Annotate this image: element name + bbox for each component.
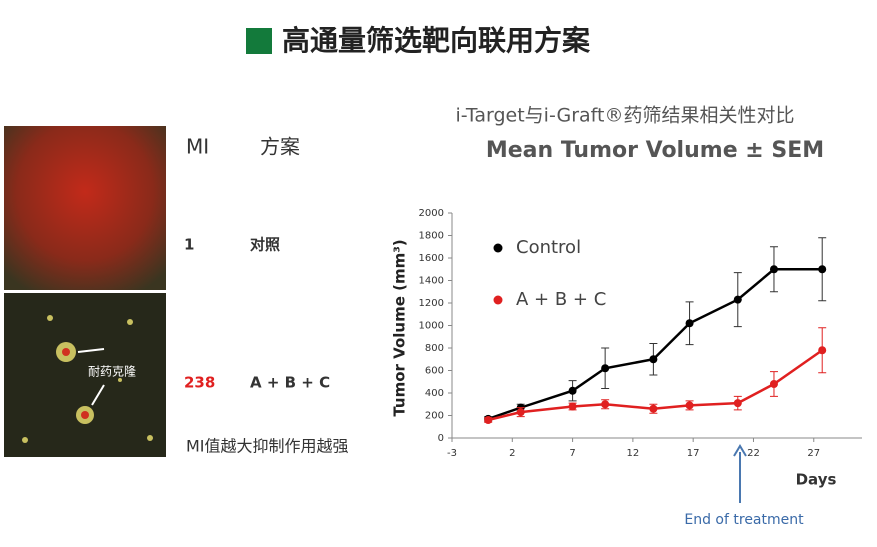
x-tick-label: 22	[747, 448, 760, 459]
clones	[22, 315, 153, 443]
y-tick-label: 1000	[419, 321, 444, 332]
mi-value: 238	[184, 374, 215, 392]
data-point	[685, 401, 694, 410]
x-tick-label: 27	[807, 448, 820, 459]
regimen: A + B + C	[250, 374, 330, 392]
x-tick-label: 2	[509, 448, 515, 459]
chart-subtitle: Mean Tumor Volume ± SEM	[486, 138, 824, 163]
data-point	[769, 265, 778, 274]
legend-marker	[493, 295, 503, 305]
data-point	[818, 346, 827, 355]
col-header: MI	[186, 135, 209, 159]
regimen: 对照	[250, 236, 280, 254]
data-point	[568, 386, 577, 395]
arrow	[91, 384, 105, 406]
y-tick-label: 800	[425, 343, 444, 354]
x-tick-label: 17	[687, 448, 700, 459]
y-axis-label: Tumor Volume (mm³)	[391, 239, 409, 416]
y-tick-label: 400	[425, 388, 444, 399]
legend-label: Control	[516, 237, 581, 258]
y-tick-label: 1800	[419, 231, 444, 242]
y-tick-label: 600	[425, 366, 444, 377]
y-tick-label: 1600	[419, 253, 444, 264]
x-tick-label: 12	[627, 448, 640, 459]
y-tick-label: 2000	[419, 208, 444, 219]
image-top	[4, 126, 166, 290]
data-point	[484, 416, 493, 424]
annotation: End of treatment	[684, 512, 804, 528]
data-point	[649, 404, 658, 413]
y-tick-label: 200	[425, 411, 444, 422]
image-label: 耐药克隆	[88, 364, 136, 379]
legend-label: A + B + C	[516, 289, 606, 310]
x-tick-label: -3	[447, 448, 457, 459]
data-point	[685, 319, 694, 328]
slide-title: 高通量筛选靶向联用方案	[282, 24, 591, 57]
data-point	[818, 265, 827, 274]
note: MI值越大抑制作用越强	[186, 437, 349, 456]
data-point	[601, 364, 610, 373]
mi-value: 1	[184, 236, 194, 254]
legend-marker	[493, 243, 503, 253]
data-point	[733, 399, 742, 408]
data-point	[516, 408, 525, 417]
x-axis-label: Days	[796, 471, 837, 489]
col-header: 方案	[260, 135, 300, 159]
data-point	[568, 402, 577, 411]
data-point	[733, 295, 742, 304]
data-point	[769, 380, 778, 388]
y-tick-label: 0	[438, 433, 444, 444]
annotation-arrowhead	[733, 444, 747, 457]
x-tick-label: 7	[569, 448, 575, 459]
image-bottom	[4, 293, 166, 457]
arrow	[77, 348, 105, 353]
y-tick-label: 1400	[419, 276, 444, 287]
chart-title: i-Target与i-Graft®药筛结果相关性对比	[456, 105, 795, 127]
data-point	[649, 355, 658, 364]
y-tick-label: 1200	[419, 298, 444, 309]
title-square	[246, 28, 272, 54]
data-point	[601, 400, 610, 409]
